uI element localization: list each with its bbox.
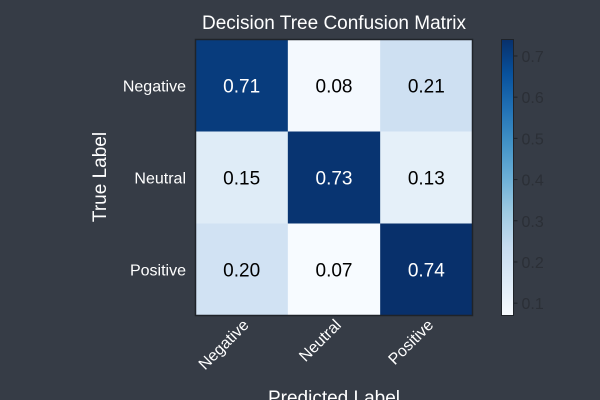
heatmap-cell [195, 39, 289, 132]
y-tick-label: Positive [130, 263, 186, 280]
cell-value-label: 0.08 [316, 77, 353, 98]
heatmap-cells [195, 39, 473, 316]
cell-value-label: 0.73 [316, 169, 353, 190]
chart-title: Decision Tree Confusion Matrix [202, 13, 466, 34]
colorbar-tick-label: 0.1 [522, 296, 544, 313]
cell-value-label: 0.71 [223, 77, 260, 98]
colorbar-ticks: 0.1 0.2 0.3 0.4 0.5 0.6 0.7 [513, 49, 544, 313]
heatmap-cell [380, 39, 473, 132]
cell-value-label: 0.13 [408, 169, 445, 190]
heatmap-cell [287, 39, 381, 132]
y-tick-label: Negative [123, 79, 186, 96]
plot-frame [194, 38, 474, 317]
cell-value-label: 0.21 [408, 77, 445, 98]
cell-value-label: 0.07 [316, 261, 353, 282]
x-tick-label: Neutral [296, 317, 344, 365]
heatmap-cell [195, 223, 289, 316]
cell-value-label: 0.15 [223, 169, 260, 190]
heatmap-cell [287, 223, 381, 316]
heatmap-cell [287, 131, 381, 224]
colorbar-tick-label: 0.2 [522, 255, 544, 272]
cell-value-label: 0.20 [223, 261, 260, 282]
colorbar-tick-label: 0.4 [522, 173, 544, 190]
colorbar-tick-label: 0.3 [522, 214, 544, 231]
colorbar-tick-label: 0.6 [522, 90, 544, 107]
x-tick-labels: Negative Neutral Positive [196, 317, 437, 374]
colorbar-tick-label: 0.5 [522, 131, 544, 148]
cell-value-label: 0.74 [408, 261, 445, 282]
heatmap-cell [380, 131, 473, 224]
heatmap-cell [380, 223, 473, 316]
x-tick-label: Positive [386, 317, 438, 369]
y-axis-label: True Label [90, 132, 111, 222]
heatmap-cell [195, 131, 289, 224]
y-tick-label: Neutral [134, 171, 186, 188]
colorbar [501, 39, 514, 316]
y-tick-labels: Negative Neutral Positive [123, 79, 186, 280]
x-tick-label: Negative [196, 317, 253, 374]
x-axis-label: Predicted Label [268, 388, 400, 400]
colorbar-tick-label: 0.7 [522, 49, 544, 66]
heatmap-value-labels: 0.71 0.08 0.21 0.15 0.73 0.13 0.20 0.07 0.74 [223, 77, 445, 282]
